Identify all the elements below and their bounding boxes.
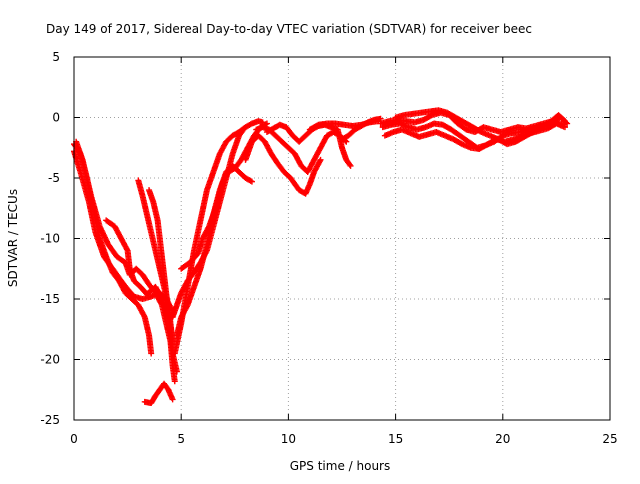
x-tick-label: 5 — [177, 432, 185, 446]
data-point — [263, 120, 270, 127]
data-point — [171, 378, 178, 385]
data-point — [247, 177, 254, 184]
y-tick-label: -20 — [40, 353, 60, 367]
data-point — [561, 124, 568, 131]
series-trace-11 — [178, 120, 270, 272]
data-point — [169, 396, 176, 403]
y-tick-label: -25 — [40, 413, 60, 427]
data-point — [561, 118, 568, 125]
data-series — [71, 107, 571, 407]
series-trace-6 — [146, 187, 180, 375]
x-axis-label: GPS time / hours — [290, 459, 391, 473]
series-trace-16 — [339, 115, 384, 143]
x-tick-label: 15 — [388, 432, 403, 446]
series-trace-13 — [253, 124, 350, 175]
data-point — [347, 162, 354, 169]
y-tick-label: -5 — [48, 171, 60, 185]
data-point — [248, 178, 255, 185]
data-point — [560, 117, 567, 124]
x-tick-label: 10 — [281, 432, 296, 446]
data-point — [346, 161, 353, 168]
y-tick-label: -10 — [40, 232, 60, 246]
series-trace-12 — [242, 132, 324, 197]
axis-ticks: 0 5 10 15 20 25 -25 -20 -15 -10 -5 0 5 — [40, 50, 617, 446]
x-tick-label: 0 — [70, 432, 78, 446]
y-axis-label: SDTVAR / TECUs — [6, 189, 20, 287]
series-trace-4 — [103, 217, 172, 321]
series-trace-20 — [392, 107, 568, 148]
y-tick-label: -15 — [40, 292, 60, 306]
series-trace-7 — [141, 380, 176, 407]
x-tick-label: 25 — [602, 432, 617, 446]
y-tick-label: 5 — [52, 50, 60, 64]
data-point — [317, 156, 324, 163]
series-trace-18 — [379, 119, 566, 151]
x-tick-label: 20 — [495, 432, 510, 446]
data-point — [173, 368, 180, 375]
data-point — [148, 350, 155, 357]
y-tick-label: 0 — [52, 111, 60, 125]
chart-title: Day 149 of 2017, Sidereal Day-to-day VTE… — [46, 22, 532, 36]
